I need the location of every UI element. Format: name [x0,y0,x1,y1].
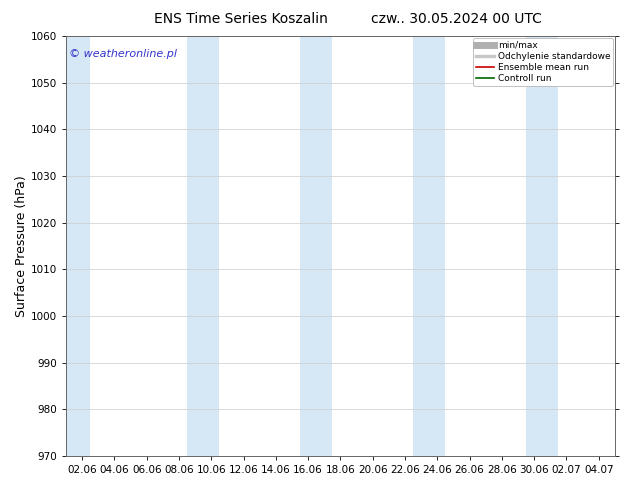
Bar [66,36,90,456]
Text: ENS Time Series Koszalin: ENS Time Series Koszalin [154,12,328,26]
Bar [300,36,332,456]
Bar [526,36,559,456]
Bar [187,36,219,456]
Y-axis label: Surface Pressure (hPa): Surface Pressure (hPa) [15,175,28,317]
Bar [413,36,445,456]
Text: czw.. 30.05.2024 00 UTC: czw.. 30.05.2024 00 UTC [371,12,542,26]
Legend: min/max, Odchylenie standardowe, Ensemble mean run, Controll run: min/max, Odchylenie standardowe, Ensembl… [474,38,613,86]
Text: © weatheronline.pl: © weatheronline.pl [69,49,177,59]
